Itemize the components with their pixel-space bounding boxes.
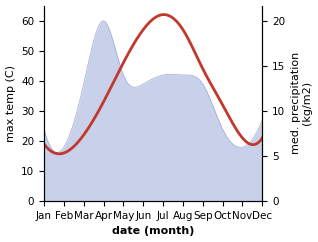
Y-axis label: med. precipitation
(kg/m2): med. precipitation (kg/m2) <box>291 52 313 154</box>
Y-axis label: max temp (C): max temp (C) <box>5 65 16 142</box>
X-axis label: date (month): date (month) <box>112 227 194 236</box>
